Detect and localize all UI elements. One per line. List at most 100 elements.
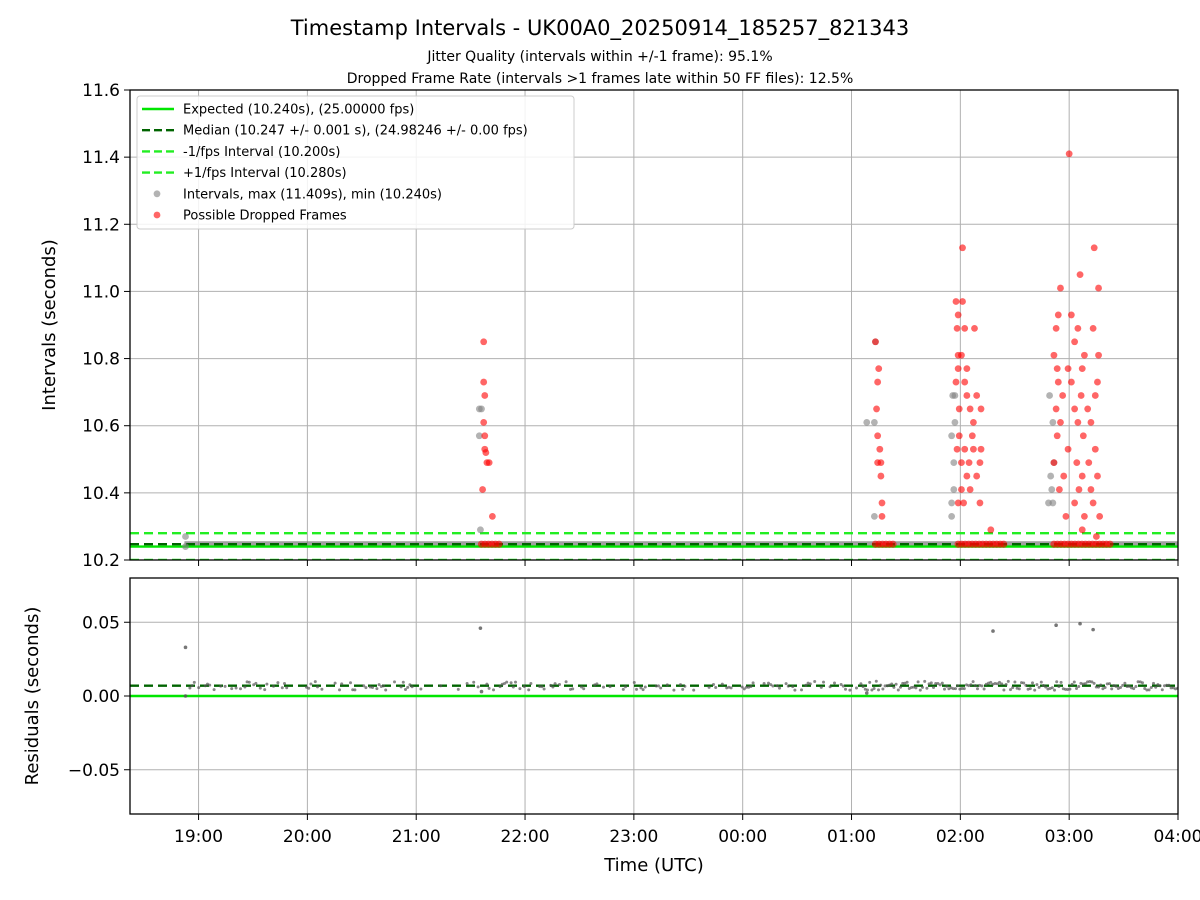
intervals-y-tick-label: 11.0 bbox=[82, 282, 120, 302]
residual-point bbox=[954, 687, 958, 691]
residual-point bbox=[1011, 686, 1015, 690]
residual-point bbox=[632, 680, 636, 684]
residual-point bbox=[784, 682, 788, 686]
residual-point bbox=[808, 682, 812, 686]
dropped-frame-point bbox=[1050, 459, 1058, 467]
residual-point bbox=[276, 681, 280, 685]
residual-point bbox=[514, 680, 518, 684]
intervals-y-tick-label: 11.6 bbox=[82, 81, 120, 101]
residual-point bbox=[509, 681, 513, 685]
dropped-frame-point bbox=[958, 351, 965, 359]
dropped-frame-point bbox=[952, 298, 960, 305]
residual-point bbox=[1125, 685, 1129, 689]
residual-point bbox=[476, 685, 480, 689]
x-tick-label: 04:00 bbox=[1154, 827, 1200, 847]
residual-point bbox=[410, 685, 414, 689]
dropped-frame-point bbox=[970, 445, 977, 453]
residual-point bbox=[1169, 686, 1173, 690]
intervals-y-tick-label: 11.4 bbox=[82, 148, 120, 168]
residual-outlier-point bbox=[1078, 621, 1082, 626]
dropped-frame-point bbox=[878, 499, 886, 507]
interval-point bbox=[477, 526, 484, 534]
legend-expected-label: Expected (10.240s), (25.00000 fps) bbox=[183, 103, 414, 118]
x-tick-label: 21:00 bbox=[392, 827, 441, 847]
residual-point bbox=[1123, 681, 1127, 685]
dropped-frame-point bbox=[953, 324, 961, 332]
residual-point bbox=[280, 686, 284, 690]
dropped-frame-point bbox=[955, 432, 963, 440]
dropped-frame-point bbox=[1096, 512, 1104, 520]
residual-point bbox=[839, 683, 843, 687]
dropped-frame-point bbox=[1091, 445, 1099, 453]
residual-point bbox=[742, 687, 746, 691]
dropped-frame-point bbox=[954, 499, 962, 507]
residual-outlier-point bbox=[1091, 627, 1095, 632]
residual-point bbox=[819, 685, 823, 689]
dropped-frame-point bbox=[1074, 324, 1082, 332]
dropped-frame-point bbox=[874, 432, 882, 440]
residual-point bbox=[399, 685, 403, 689]
residual-point bbox=[285, 686, 289, 690]
residual-point bbox=[1160, 688, 1164, 692]
dropped-frame-point bbox=[1092, 533, 1100, 540]
residual-point bbox=[1099, 683, 1103, 687]
residual-point bbox=[800, 688, 804, 692]
dropped-frame-point bbox=[1064, 445, 1072, 453]
interval-point bbox=[948, 499, 956, 507]
dropped-frame-point bbox=[976, 459, 984, 467]
x-tick-label: 19:00 bbox=[174, 827, 223, 847]
residual-point bbox=[1004, 682, 1008, 686]
residual-point bbox=[879, 683, 883, 687]
residual-point bbox=[855, 686, 859, 690]
dropped-frame-point bbox=[968, 432, 976, 440]
residual-point bbox=[1042, 684, 1046, 688]
dropped-frame-point bbox=[1050, 351, 1058, 359]
residual-point bbox=[1103, 685, 1107, 689]
residual-point bbox=[883, 684, 887, 688]
residual-point bbox=[384, 688, 388, 692]
x-tick-label: 03:00 bbox=[1045, 827, 1094, 847]
residual-point bbox=[973, 684, 977, 688]
dropped-frame-point bbox=[973, 392, 981, 399]
dropped-frame-point bbox=[1074, 418, 1082, 426]
residual-point bbox=[608, 685, 612, 689]
residual-point bbox=[793, 688, 797, 692]
residual-point bbox=[905, 680, 909, 684]
residual-point bbox=[888, 683, 892, 687]
residual-point bbox=[313, 680, 317, 684]
x-tick-label: 20:00 bbox=[283, 827, 332, 847]
residual-point bbox=[1002, 688, 1006, 692]
residual-point bbox=[635, 687, 639, 691]
residual-point bbox=[980, 684, 984, 688]
residual-point bbox=[901, 681, 905, 685]
dropped-frame-point bbox=[1078, 365, 1086, 373]
dropped-frame-point bbox=[954, 365, 962, 373]
dropped-frame-point bbox=[1062, 512, 1070, 520]
residual-point bbox=[639, 686, 643, 690]
residual-point bbox=[890, 682, 894, 686]
residual-point bbox=[1024, 683, 1028, 687]
residual-point bbox=[778, 686, 782, 690]
residual-point bbox=[1114, 684, 1118, 688]
dropped-frame-point bbox=[1059, 392, 1067, 399]
dropped-frame-point bbox=[958, 486, 965, 493]
residual-point bbox=[1154, 685, 1158, 689]
residual-point bbox=[465, 681, 469, 685]
residual-point bbox=[729, 686, 733, 690]
residual-point bbox=[595, 682, 599, 686]
residual-point bbox=[498, 685, 502, 689]
residual-point bbox=[404, 687, 408, 691]
residual-point bbox=[951, 687, 955, 691]
residual-point bbox=[659, 686, 663, 690]
residual-point bbox=[1059, 680, 1063, 684]
residual-point bbox=[375, 687, 379, 691]
residual-point bbox=[527, 688, 531, 692]
residual-point bbox=[683, 684, 687, 688]
residual-point bbox=[485, 682, 489, 686]
interval-point bbox=[1045, 499, 1052, 507]
residual-point bbox=[1013, 680, 1017, 684]
dropped-frame-point bbox=[1067, 311, 1075, 319]
residual-point bbox=[1070, 682, 1074, 686]
dropped-frame-point bbox=[1064, 365, 1072, 373]
residual-point bbox=[936, 681, 940, 685]
